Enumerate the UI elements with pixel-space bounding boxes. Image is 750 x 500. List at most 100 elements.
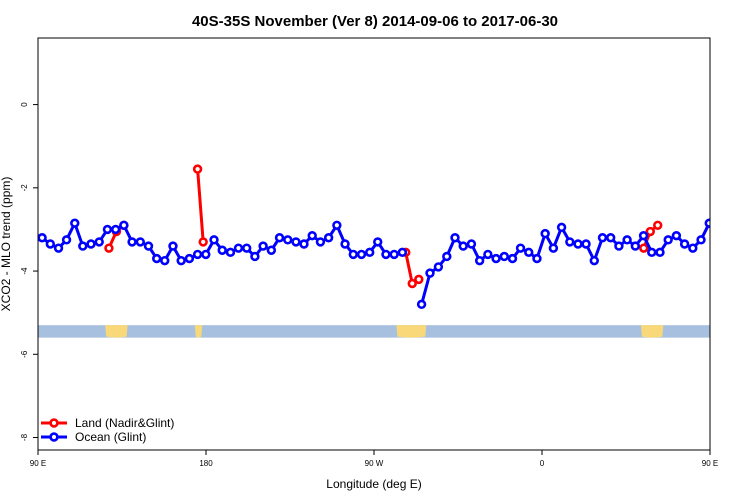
ocean-point	[581, 239, 591, 249]
ocean-point	[283, 235, 293, 245]
ocean-point	[135, 237, 145, 247]
ocean-point	[61, 235, 72, 245]
ocean-point	[433, 262, 444, 272]
ocean-point	[86, 239, 96, 249]
ocean-point	[425, 268, 435, 278]
legend: Land (Nadir&Glint)Ocean (Glint)	[41, 416, 174, 444]
ocean-point	[45, 239, 56, 249]
ocean-point	[688, 243, 698, 253]
ocean-point	[38, 233, 47, 243]
land-series-line	[196, 168, 205, 243]
ocean-point	[365, 247, 375, 258]
ocean-point	[466, 239, 477, 249]
ocean-point	[458, 241, 468, 251]
ocean-point	[78, 241, 88, 251]
ocean-point	[663, 235, 673, 245]
land-mass	[105, 325, 128, 338]
ocean-point	[671, 230, 682, 241]
ocean-point	[679, 239, 690, 249]
land-mass	[640, 325, 664, 338]
ocean-point	[416, 299, 427, 310]
ocean-point	[192, 249, 203, 260]
y-axis-label: XCO2 - MLO trend (ppm)	[0, 177, 13, 312]
ocean-point	[307, 230, 317, 241]
ocean-point	[340, 239, 350, 249]
x-tick-label: 90 E	[30, 459, 46, 468]
ocean-point	[53, 243, 64, 253]
ocean-point	[622, 235, 632, 245]
ocean-point	[332, 220, 342, 230]
land-point	[645, 226, 655, 237]
ocean-band	[38, 325, 710, 338]
ocean-point	[532, 253, 542, 264]
land-ocean-band	[38, 325, 710, 338]
land-point	[414, 274, 424, 285]
ocean-point	[233, 243, 244, 253]
land-legend-marker	[49, 418, 59, 428]
ocean-point	[630, 241, 641, 251]
ocean-point	[176, 255, 186, 266]
land-point	[407, 278, 417, 289]
ocean-point	[70, 218, 80, 228]
ocean-point	[201, 249, 211, 260]
ocean-point	[722, 241, 729, 248]
land-point	[653, 220, 663, 230]
ocean-point	[397, 247, 408, 258]
ocean-point	[258, 241, 268, 251]
x-tick-label: 90 E	[702, 459, 718, 468]
land-point	[104, 243, 114, 253]
ocean-point	[573, 239, 583, 249]
ocean-point	[119, 220, 129, 230]
land-series	[104, 164, 663, 289]
ocean-point	[442, 251, 452, 262]
ocean-point	[152, 253, 162, 264]
ocean-point	[143, 241, 154, 251]
y-tick-label: -8	[20, 433, 29, 441]
ocean-point	[614, 241, 624, 251]
ocean-point	[184, 253, 195, 264]
ocean-legend-label: Ocean (Glint)	[75, 430, 146, 444]
ocean-point	[266, 245, 277, 255]
ocean-point	[389, 249, 399, 260]
ocean-point	[299, 239, 309, 249]
y-tick-label: -2	[20, 184, 29, 192]
ocean-point	[483, 249, 493, 260]
ocean-point	[655, 247, 665, 258]
ocean-point	[110, 224, 121, 235]
ocean-point	[605, 233, 616, 243]
ocean-point	[474, 255, 485, 266]
ocean-point	[381, 249, 391, 260]
ocean-point	[209, 235, 219, 245]
y-axis: 0 -2 -4 -6 -8	[20, 102, 38, 441]
ocean-series	[38, 218, 746, 310]
ocean-point	[540, 228, 550, 239]
ocean-point	[565, 237, 575, 247]
ocean-point	[515, 243, 526, 253]
x-tick-label: 0	[540, 459, 545, 468]
ocean-point	[499, 251, 509, 262]
ocean-point	[739, 226, 746, 233]
land-mass	[396, 325, 427, 338]
ocean-point	[250, 251, 260, 262]
x-tick-label: 180	[199, 459, 213, 468]
ocean-point	[524, 247, 534, 258]
ocean-point	[160, 255, 170, 266]
ocean-point	[730, 239, 737, 246]
ocean-point	[241, 243, 252, 253]
ocean-point	[597, 233, 608, 243]
ocean-point	[315, 237, 326, 247]
ocean-point	[704, 218, 710, 228]
ocean-point	[373, 237, 383, 247]
ocean-point	[556, 222, 567, 233]
y-tick-label: -6	[20, 350, 29, 358]
ocean-point	[548, 243, 559, 253]
ocean-point	[225, 247, 236, 258]
ocean-point	[217, 245, 227, 255]
land-legend-label: Land (Nadir&Glint)	[75, 416, 174, 430]
ocean-point	[94, 237, 104, 247]
y-tick-label: 0	[20, 102, 29, 107]
chart-title: 40S-35S November (Ver 8) 2014-09-06 to 2…	[192, 13, 558, 30]
ocean-point	[348, 249, 358, 260]
